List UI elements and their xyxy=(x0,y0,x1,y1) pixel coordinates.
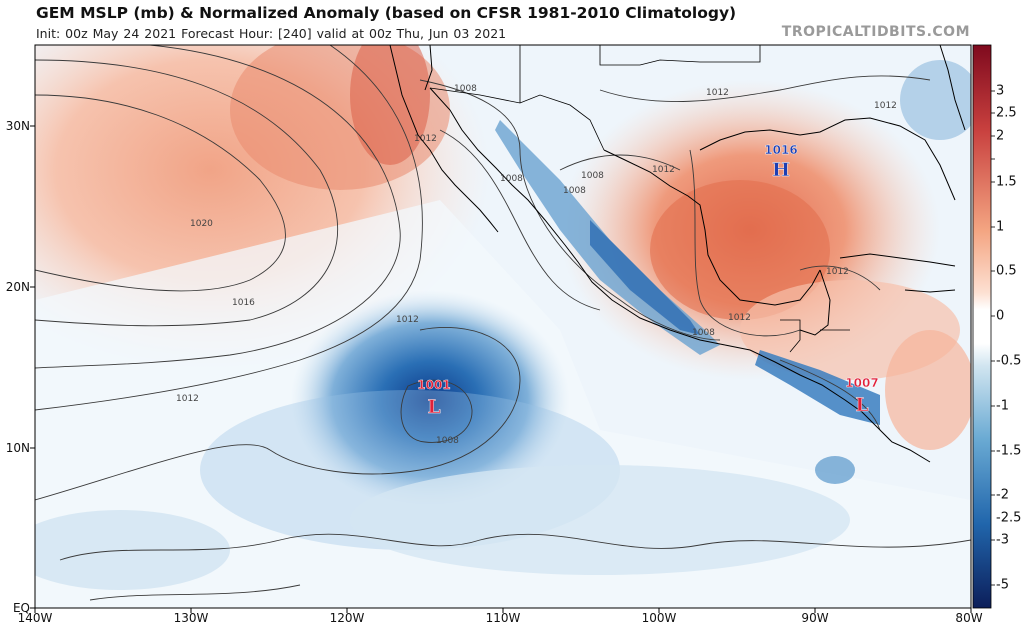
x-tick-label: 120W xyxy=(329,611,365,625)
x-tick-label: 80W xyxy=(955,611,983,625)
isobar-label: 1012 xyxy=(826,267,849,277)
isobar-label: 1012 xyxy=(706,88,729,98)
isobar-label: 1008 xyxy=(692,328,715,338)
colorbar-tick-label: 3 xyxy=(996,83,1005,99)
x-tick-label: 140W xyxy=(17,611,53,625)
colorbar-tick-label: -1.5 xyxy=(996,443,1022,459)
colorbar-ticks xyxy=(991,90,995,586)
isobar-label: 1008 xyxy=(454,84,477,94)
colorbar-tick-label: 1 xyxy=(996,219,1005,235)
isobar-label: 1008 xyxy=(436,436,459,446)
map-plot-area: 1020 1016 1012 1012 1012 1008 1008 1008 … xyxy=(35,45,971,608)
colorbar-tick-label: 0 xyxy=(996,308,1005,324)
colorbar-tick-label: 0.5 xyxy=(996,263,1017,279)
anomaly-negative-camerica xyxy=(755,350,880,425)
low-pressure-symbol: L xyxy=(855,394,868,416)
colorbar-tick-label: -1 xyxy=(996,398,1009,414)
low-pressure-value: 1001 xyxy=(417,378,450,392)
isobar-label: 1012 xyxy=(874,101,897,111)
tick-marks xyxy=(30,125,972,613)
colorbar xyxy=(972,44,992,609)
colorbar-tick-label: -3 xyxy=(996,532,1009,548)
pressure-centers: 1001 L 1007 L 1016 H xyxy=(417,143,879,418)
high-pressure-symbol: H xyxy=(772,159,790,181)
low-pressure-value: 1007 xyxy=(845,376,878,390)
coastlines xyxy=(389,45,966,463)
x-tick-label: 130W xyxy=(173,611,209,625)
colorbar-tick-label: -2.5 xyxy=(996,510,1022,526)
colorbar-tick-label: 2 xyxy=(996,128,1005,144)
x-tick-label: 110W xyxy=(485,611,521,625)
high-pressure-value: 1016 xyxy=(764,143,797,157)
low-pressure-symbol: L xyxy=(427,396,440,418)
colorbar-tick-label: -2 xyxy=(996,487,1009,503)
isobar-label: 1012 xyxy=(176,394,199,404)
colorbar-tick-label: -5 xyxy=(996,577,1009,593)
isobar-labels: 1020 1016 1012 1012 1012 1008 1008 1008 … xyxy=(176,84,897,446)
chart-title: GEM MSLP (mb) & Normalized Anomaly (base… xyxy=(36,4,737,22)
isobar-label: 1016 xyxy=(232,298,255,308)
colorbar-tick-label: 1.5 xyxy=(996,174,1017,190)
chart-subtitle: Init: 00z May 24 2021 Forecast Hour: [24… xyxy=(36,26,507,41)
y-tick-label: 20N xyxy=(5,280,30,294)
isobar-label: 1020 xyxy=(190,219,213,229)
y-tick-label: EQ xyxy=(12,601,30,615)
isobar-label: 1012 xyxy=(728,313,751,323)
isobar-label: 1008 xyxy=(500,174,523,184)
isobar-label: 1012 xyxy=(414,134,437,144)
colorbar-tick-label: 2.5 xyxy=(996,105,1017,121)
isobars xyxy=(35,45,971,601)
credit-watermark: TROPICALTIDBITS.COM xyxy=(781,24,970,40)
y-tick-label: 10N xyxy=(5,441,30,455)
isobar-label: 1012 xyxy=(396,315,419,325)
isobar-label: 1008 xyxy=(581,171,604,181)
isobar-label: 1012 xyxy=(652,165,675,175)
y-tick-label: 30N xyxy=(5,119,30,133)
anomaly-negative-low xyxy=(290,290,570,510)
isobar-label: 1008 xyxy=(563,186,586,196)
x-tick-label: 100W xyxy=(641,611,677,625)
x-tick-label: 90W xyxy=(801,611,829,625)
borders xyxy=(429,45,850,353)
colorbar-tick-label: -0.5 xyxy=(996,353,1022,369)
